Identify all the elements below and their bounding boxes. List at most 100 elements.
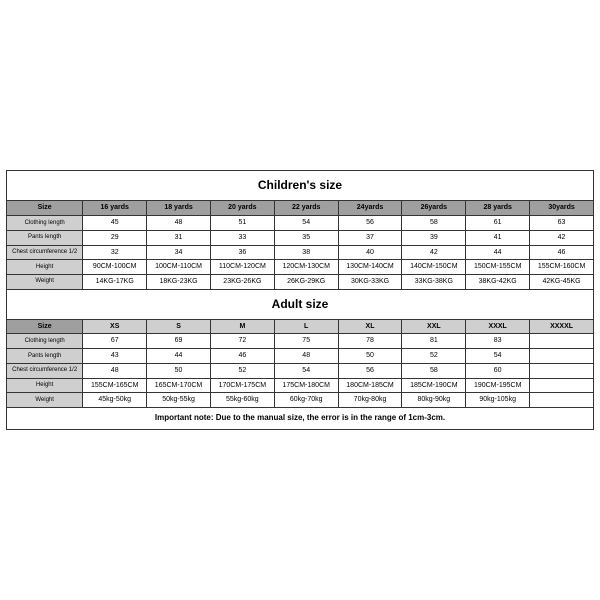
cell: 33KG-38KG bbox=[402, 274, 466, 289]
table-row: Height 90CM-100CM 100CM-110CM 110CM-120C… bbox=[7, 260, 594, 275]
cell: 33 bbox=[210, 230, 274, 245]
cell bbox=[530, 378, 594, 393]
th: 18 yards bbox=[147, 201, 211, 216]
cell: 61 bbox=[466, 216, 530, 231]
cell: 130CM-140CM bbox=[338, 260, 402, 275]
cell: 63 bbox=[530, 216, 594, 231]
cell: 48 bbox=[274, 349, 338, 364]
cell: 56 bbox=[338, 216, 402, 231]
cell: 120CM-130CM bbox=[274, 260, 338, 275]
th: XXXL bbox=[466, 319, 530, 334]
cell: 37 bbox=[338, 230, 402, 245]
table-row: Height 155CM-165CM 165CM-170CM 170CM-175… bbox=[7, 378, 594, 393]
cell: 69 bbox=[147, 334, 211, 349]
table-row: Chest circumference 1/2 48 50 52 54 56 5… bbox=[7, 363, 594, 378]
cell: 155CM-160CM bbox=[530, 260, 594, 275]
cell: 40 bbox=[338, 245, 402, 260]
cell: 34 bbox=[147, 245, 211, 260]
cell bbox=[530, 393, 594, 408]
cell: 44 bbox=[466, 245, 530, 260]
cell: 165CM-170CM bbox=[147, 378, 211, 393]
cell: 60 bbox=[466, 363, 530, 378]
cell: 30KG-33KG bbox=[338, 274, 402, 289]
row-label: Clothing length bbox=[7, 334, 83, 349]
cell bbox=[530, 349, 594, 364]
th-size: Size bbox=[7, 201, 83, 216]
th: M bbox=[210, 319, 274, 334]
cell: 180CM-185CM bbox=[338, 378, 402, 393]
cell: 67 bbox=[83, 334, 147, 349]
th: 20 yards bbox=[210, 201, 274, 216]
cell: 81 bbox=[402, 334, 466, 349]
children-header-row: Size 16 yards 18 yards 20 yards 22 yards… bbox=[7, 201, 594, 216]
row-label: Clothing length bbox=[7, 216, 83, 231]
cell: 155CM-165CM bbox=[83, 378, 147, 393]
cell: 150CM-155CM bbox=[466, 260, 530, 275]
cell: 45 bbox=[83, 216, 147, 231]
th: XS bbox=[83, 319, 147, 334]
table-row: Pants length 29 31 33 35 37 39 41 42 bbox=[7, 230, 594, 245]
cell: 54 bbox=[274, 216, 338, 231]
cell: 29 bbox=[83, 230, 147, 245]
row-label: Chest circumference 1/2 bbox=[7, 363, 83, 378]
cell: 52 bbox=[210, 363, 274, 378]
size-chart-document: { "titles": { "children": "Children's si… bbox=[0, 0, 600, 600]
cell: 50kg-55kg bbox=[147, 393, 211, 408]
table-row: Weight 14KG-17KG 18KG-23KG 23KG-26KG 26K… bbox=[7, 274, 594, 289]
cell: 39 bbox=[402, 230, 466, 245]
cell: 41 bbox=[466, 230, 530, 245]
cell: 51 bbox=[210, 216, 274, 231]
th: 16 yards bbox=[83, 201, 147, 216]
row-label: Height bbox=[7, 260, 83, 275]
table-row: Clothing length 45 48 51 54 56 58 61 63 bbox=[7, 216, 594, 231]
cell: 44 bbox=[147, 349, 211, 364]
th-size: Size bbox=[7, 319, 83, 334]
row-label: Height bbox=[7, 378, 83, 393]
cell: 32 bbox=[83, 245, 147, 260]
th: 24yards bbox=[338, 201, 402, 216]
cell: 70kg-80kg bbox=[338, 393, 402, 408]
cell: 48 bbox=[83, 363, 147, 378]
cell: 50 bbox=[338, 349, 402, 364]
cell: 58 bbox=[402, 363, 466, 378]
cell: 46 bbox=[210, 349, 274, 364]
cell bbox=[530, 363, 594, 378]
cell: 14KG-17KG bbox=[83, 274, 147, 289]
children-title-row: Children's size bbox=[7, 171, 594, 201]
th: 28 yards bbox=[466, 201, 530, 216]
row-label: Weight bbox=[7, 393, 83, 408]
cell: 42KG-45KG bbox=[530, 274, 594, 289]
cell: 83 bbox=[466, 334, 530, 349]
cell: 185CM-190CM bbox=[402, 378, 466, 393]
cell: 175CM-180CM bbox=[274, 378, 338, 393]
cell: 140CM-150CM bbox=[402, 260, 466, 275]
table-row: Pants length 43 44 46 48 50 52 54 bbox=[7, 349, 594, 364]
adult-title-row: Adult size bbox=[7, 289, 594, 319]
cell bbox=[530, 334, 594, 349]
cell: 42 bbox=[530, 230, 594, 245]
cell: 110CM-120CM bbox=[210, 260, 274, 275]
cell: 43 bbox=[83, 349, 147, 364]
cell: 50 bbox=[147, 363, 211, 378]
cell: 26KG-29KG bbox=[274, 274, 338, 289]
th: S bbox=[147, 319, 211, 334]
cell: 90CM-100CM bbox=[83, 260, 147, 275]
cell: 78 bbox=[338, 334, 402, 349]
table-row: Chest circumference 1/2 32 34 36 38 40 4… bbox=[7, 245, 594, 260]
table-row: Weight 45kg-50kg 50kg-55kg 55kg-60kg 60k… bbox=[7, 393, 594, 408]
table-row: Clothing length 67 69 72 75 78 81 83 bbox=[7, 334, 594, 349]
th: XL bbox=[338, 319, 402, 334]
th: 22 yards bbox=[274, 201, 338, 216]
adult-title: Adult size bbox=[7, 289, 594, 319]
cell: 60kg-70kg bbox=[274, 393, 338, 408]
cell: 46 bbox=[530, 245, 594, 260]
th: 30yards bbox=[530, 201, 594, 216]
cell: 23KG-26KG bbox=[210, 274, 274, 289]
cell: 31 bbox=[147, 230, 211, 245]
cell: 72 bbox=[210, 334, 274, 349]
th: XXXXL bbox=[530, 319, 594, 334]
cell: 90kg-105kg bbox=[466, 393, 530, 408]
cell: 54 bbox=[274, 363, 338, 378]
cell: 80kg-90kg bbox=[402, 393, 466, 408]
row-label: Chest circumference 1/2 bbox=[7, 245, 83, 260]
